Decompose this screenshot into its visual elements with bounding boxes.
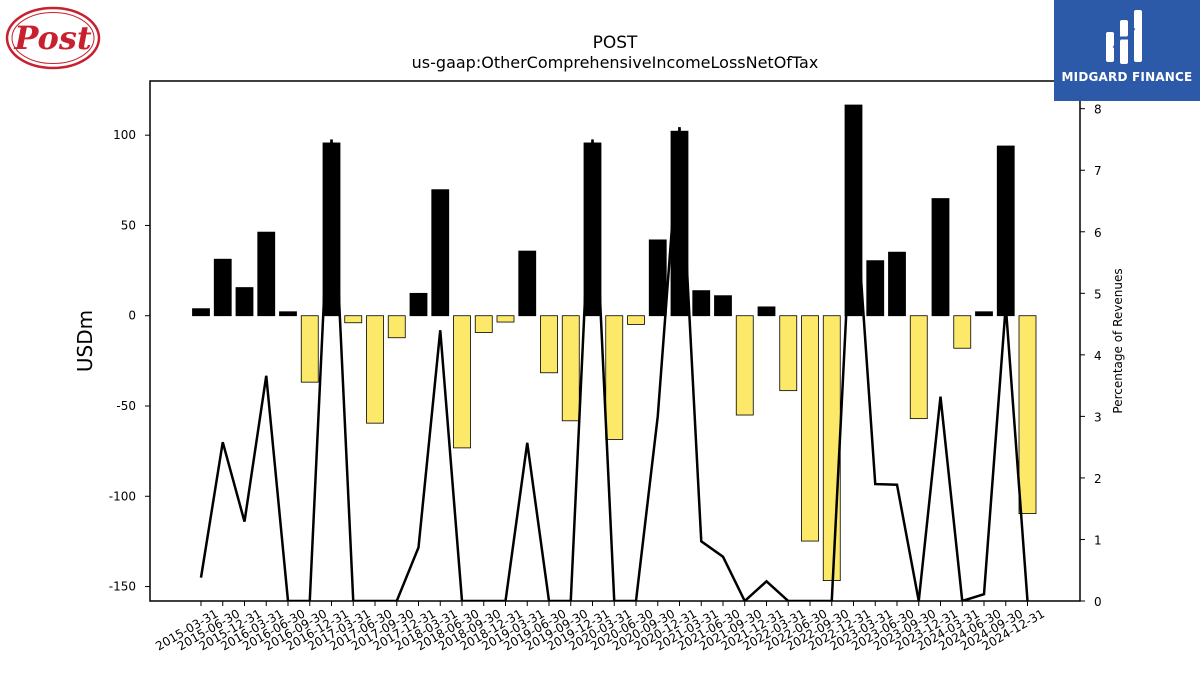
bar-2023-09-30 — [909, 315, 928, 420]
bar-2020-09-30 — [648, 239, 667, 317]
bar-2019-09-30 — [561, 315, 580, 422]
bar-2022-06-30 — [801, 315, 819, 542]
midgard-finance-logo: MIDGARD FINANCE — [1054, 0, 1200, 101]
bar-2023-03-31 — [866, 260, 885, 317]
bar-2021-03-31 — [692, 290, 711, 317]
bar-2019-06-30 — [540, 315, 558, 374]
y-tick-label: 100 — [113, 128, 136, 142]
bar-2018-06-30 — [453, 315, 471, 449]
y2-tick-label: 4 — [1094, 349, 1102, 363]
y-tick-label: -100 — [109, 489, 136, 503]
midgard-mark-icon — [1106, 10, 1142, 64]
post-logo-mark: Post — [5, 6, 101, 70]
post-logo: Post — [5, 5, 101, 75]
bar-2017-03-31 — [344, 315, 363, 324]
y-axis-label: USDm — [73, 310, 97, 372]
bar-2024-06-30 — [975, 311, 993, 317]
bar-2016-03-31 — [257, 231, 276, 317]
plot-area: 100500-50-100-1500123456782015-03-312015… — [109, 80, 1102, 653]
bar-2022-03-31 — [779, 315, 798, 392]
bar-2016-06-30 — [279, 311, 297, 317]
y2-tick-label: 7 — [1094, 164, 1102, 178]
bar-2017-06-30 — [366, 315, 384, 424]
bar-2017-09-30 — [387, 315, 406, 339]
y-tick-label: 0 — [128, 309, 136, 323]
bar-2019-03-31 — [518, 250, 537, 317]
bar-2016-09-30 — [300, 315, 319, 383]
y2-tick-label: 0 — [1094, 595, 1102, 609]
y-tick-label: 50 — [121, 218, 136, 232]
y2-tick-label: 1 — [1094, 533, 1102, 547]
bar-2018-12-31 — [496, 315, 515, 323]
y-tick-label: -50 — [116, 399, 136, 413]
bar-2024-12-31 — [1018, 315, 1037, 515]
bar-2022-09-30 — [822, 315, 841, 581]
bar-2020-06-30 — [627, 315, 645, 325]
post-logo-text: Post — [13, 19, 92, 57]
y-tick-label: -150 — [109, 580, 136, 594]
bar-2024-03-31 — [953, 315, 972, 349]
bar-2020-03-31 — [605, 315, 624, 440]
bar-2021-12-31 — [757, 306, 776, 317]
y2-tick-label: 8 — [1094, 103, 1102, 117]
bar-2021-06-30 — [714, 295, 732, 317]
plot-frame — [149, 80, 1081, 602]
bar-2018-03-31 — [431, 189, 450, 317]
y2-tick-label: 3 — [1094, 410, 1102, 424]
midgard-finance-name: MIDGARD FINANCE — [1061, 70, 1193, 84]
bar-2023-12-31 — [931, 198, 950, 317]
y2-tick-label: 2 — [1094, 472, 1102, 486]
line-series-percentage — [199, 127, 1029, 601]
bar-2017-12-31 — [409, 292, 428, 317]
y2-tick-label: 5 — [1094, 287, 1102, 301]
y2-axis-label: Percentage of Revenues — [1111, 268, 1125, 413]
bar-2015-06-30 — [213, 258, 232, 317]
bar-2015-03-31 — [192, 308, 210, 317]
bar-2023-06-30 — [888, 251, 906, 317]
bar-2024-09-30 — [996, 145, 1015, 317]
chart-subtitle: us-gaap:OtherComprehensiveIncomeLossNetO… — [412, 53, 819, 72]
chart-title: POST — [593, 33, 638, 53]
y2-tick-label: 6 — [1094, 226, 1102, 240]
bar-2015-12-31 — [235, 287, 254, 317]
bar-2018-09-30 — [474, 315, 493, 333]
bar-2021-09-30 — [735, 315, 754, 416]
